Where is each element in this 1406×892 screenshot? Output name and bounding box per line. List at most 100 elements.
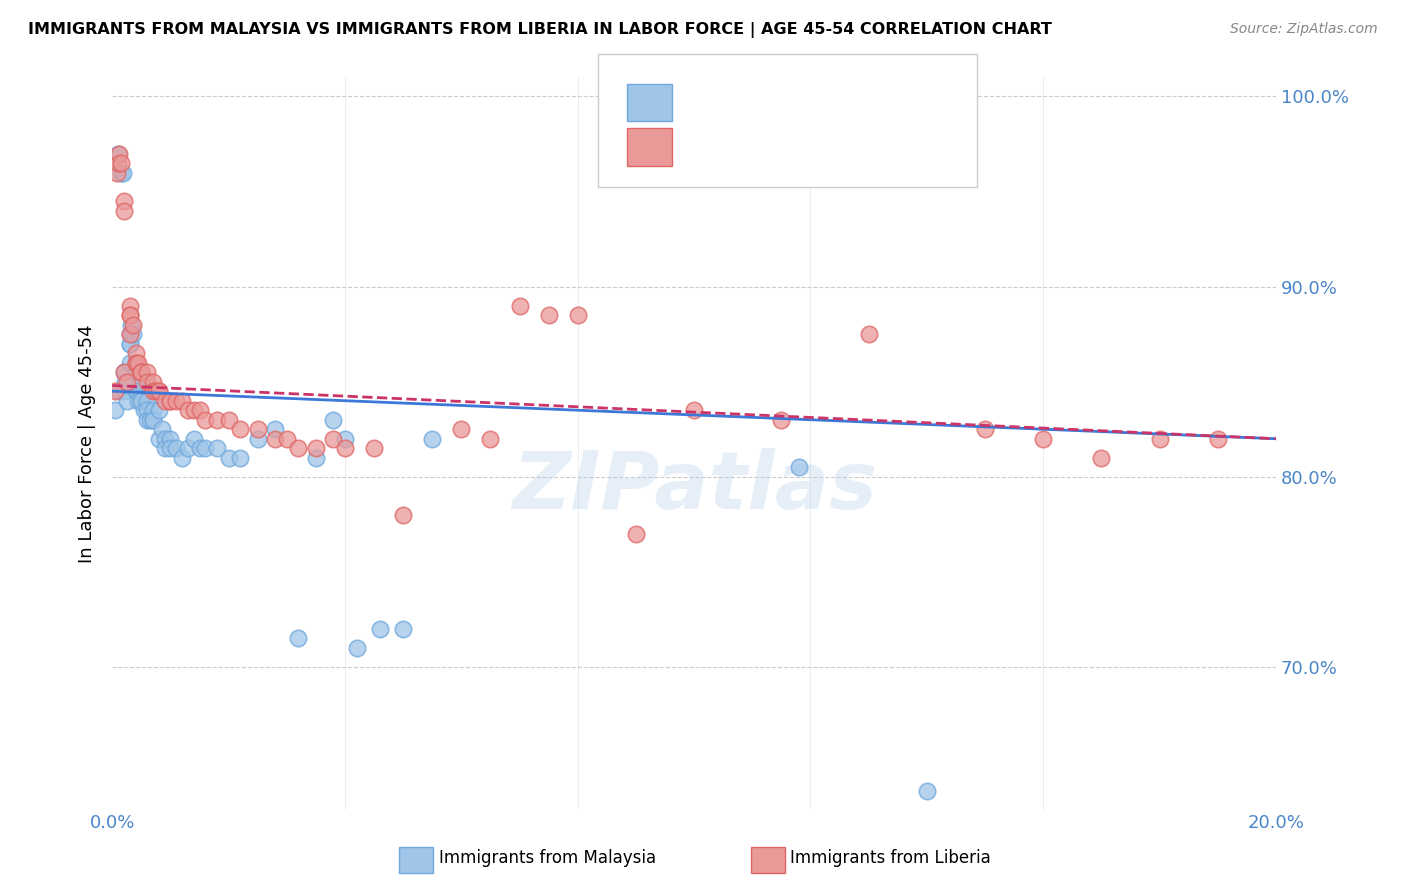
Point	[136, 413, 159, 427]
Point	[915, 783, 938, 797]
Point	[153, 393, 176, 408]
Point	[148, 384, 170, 399]
Text: -0.045: -0.045	[727, 87, 790, 105]
Point	[124, 356, 146, 370]
Text: R =: R =	[679, 131, 721, 150]
Point	[131, 384, 153, 399]
Text: ZIPatlas: ZIPatlas	[512, 449, 876, 526]
Point	[159, 393, 181, 408]
Point	[218, 450, 240, 465]
Point	[110, 156, 132, 170]
Point	[392, 508, 415, 522]
Point	[118, 308, 141, 322]
Point	[112, 365, 135, 379]
Point	[246, 422, 269, 436]
Point	[1032, 432, 1054, 446]
Text: R =: R =	[679, 87, 721, 105]
Point	[108, 146, 131, 161]
Point	[537, 308, 560, 322]
Text: -0.114: -0.114	[727, 131, 796, 150]
Point	[479, 432, 502, 446]
Point	[159, 432, 181, 446]
Point	[115, 375, 138, 389]
Point	[112, 365, 135, 379]
Point	[142, 413, 165, 427]
Point	[770, 413, 793, 427]
Point	[683, 403, 706, 417]
Point	[264, 432, 287, 446]
Point	[118, 336, 141, 351]
Point	[159, 393, 181, 408]
Text: Source: ZipAtlas.com: Source: ZipAtlas.com	[1230, 22, 1378, 37]
Point	[153, 442, 176, 456]
Point	[131, 365, 153, 379]
Point	[229, 422, 252, 436]
Point	[177, 403, 200, 417]
Point	[124, 365, 146, 379]
Y-axis label: In Labor Force | Age 45-54: In Labor Force | Age 45-54	[79, 324, 96, 563]
Point	[246, 432, 269, 446]
Text: N =: N =	[820, 87, 863, 105]
Point	[124, 356, 146, 370]
Point	[136, 365, 159, 379]
Point	[148, 384, 170, 399]
Point	[127, 356, 149, 370]
Point	[153, 432, 176, 446]
Point	[322, 413, 344, 427]
Point	[131, 393, 153, 408]
Point	[567, 308, 589, 322]
Point	[305, 450, 328, 465]
Point	[450, 422, 472, 436]
Point	[145, 384, 167, 399]
Point	[276, 432, 298, 446]
Point	[127, 393, 149, 408]
Point	[333, 432, 356, 446]
Point	[124, 384, 146, 399]
Point	[118, 308, 141, 322]
Point	[229, 450, 252, 465]
Point	[858, 327, 880, 342]
Point	[392, 622, 415, 636]
Point	[346, 640, 368, 655]
Point	[159, 442, 181, 456]
Point	[188, 442, 211, 456]
Point	[787, 460, 810, 475]
Point	[974, 422, 997, 436]
Point	[131, 365, 153, 379]
Point	[125, 384, 148, 399]
Text: N =: N =	[820, 131, 863, 150]
Point	[363, 442, 385, 456]
Point	[287, 442, 309, 456]
Text: Immigrants from Malaysia: Immigrants from Malaysia	[439, 849, 655, 867]
Point	[136, 403, 159, 417]
Point	[112, 384, 135, 399]
Point	[1206, 432, 1229, 446]
Point	[121, 327, 143, 342]
Point	[110, 165, 132, 179]
Point	[150, 422, 173, 436]
Point	[305, 442, 328, 456]
Text: 63: 63	[862, 131, 887, 150]
Point	[118, 336, 141, 351]
Point	[1090, 450, 1112, 465]
Point	[111, 165, 134, 179]
Point	[120, 318, 142, 332]
Point	[142, 403, 165, 417]
Point	[218, 413, 240, 427]
Text: 60: 60	[862, 87, 887, 105]
Point	[205, 442, 228, 456]
Point	[118, 299, 141, 313]
Point	[108, 384, 131, 399]
Text: Immigrants from Liberia: Immigrants from Liberia	[790, 849, 991, 867]
Point	[139, 413, 162, 427]
Point	[368, 622, 391, 636]
Point	[112, 203, 135, 218]
Point	[134, 403, 156, 417]
Point	[183, 432, 205, 446]
Point	[322, 432, 344, 446]
Point	[165, 393, 187, 408]
Point	[142, 413, 165, 427]
Point	[121, 318, 143, 332]
Point	[205, 413, 228, 427]
Point	[287, 632, 309, 646]
